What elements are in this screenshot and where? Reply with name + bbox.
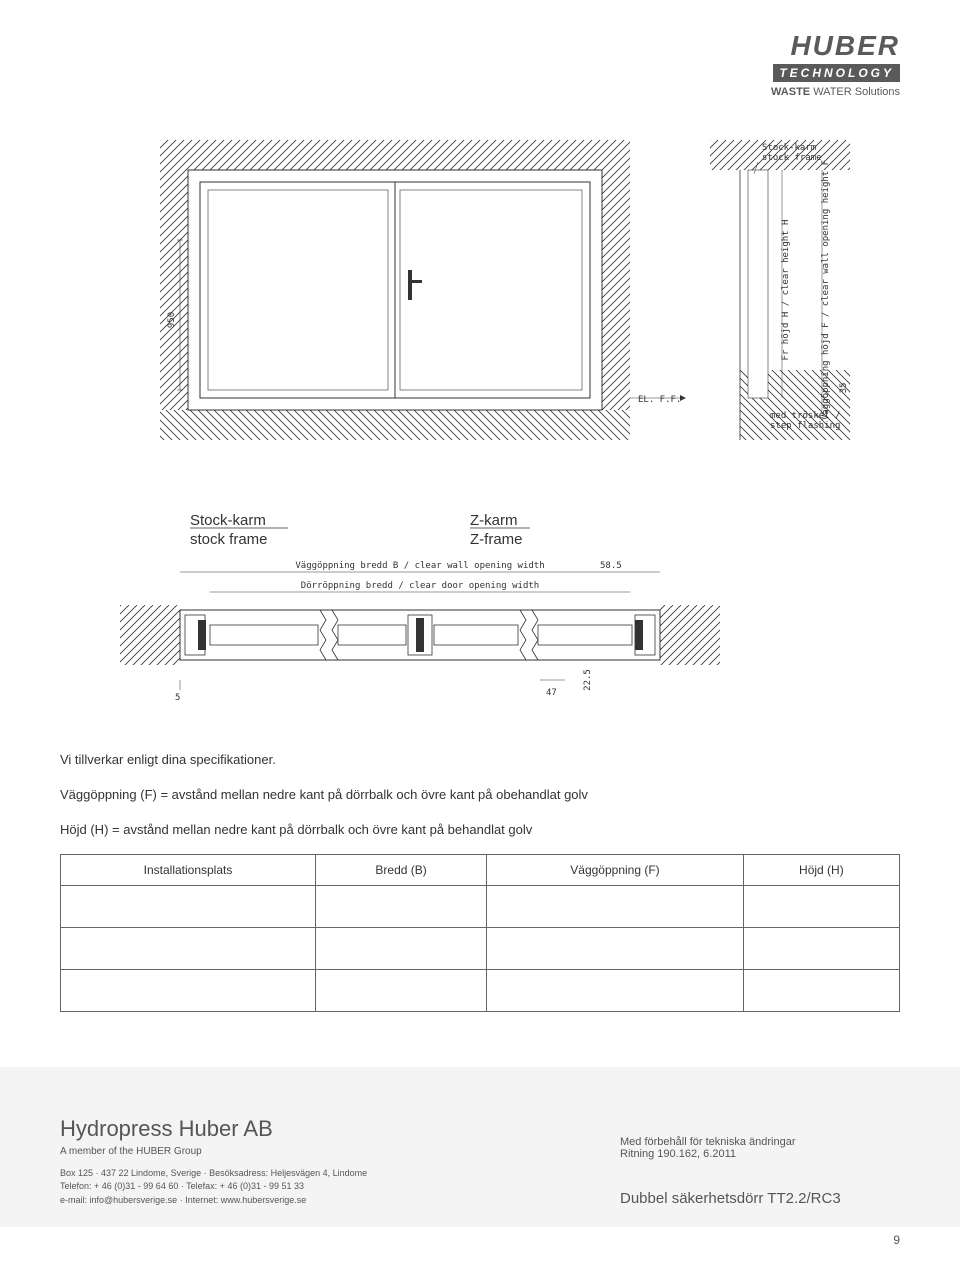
cell [316, 886, 487, 928]
tagline-bold: WASTE [771, 86, 810, 98]
footer-left: Hydropress Huber AB A member of the HUBE… [60, 1116, 620, 1208]
stock-frame-right: stock frame [762, 153, 822, 163]
ritning: Ritning 190.162, 6.2011 [620, 1148, 900, 1160]
dim-585: 58.5 [600, 561, 622, 571]
el-ff-label: EL. F.F. [638, 395, 681, 405]
cell [487, 928, 744, 970]
product-title: Dubbel säkerhetsdörr TT2.2/RC3 [620, 1190, 900, 1207]
table-row [61, 928, 900, 970]
vagg-bredd: Väggöppning bredd B / clear wall opening… [295, 561, 544, 571]
intro-line1: Vi tillverkar enligt dina specifikatione… [60, 750, 900, 771]
company-details: Box 125 · 437 22 Lindome, Sverige · Besö… [60, 1167, 620, 1208]
cell [743, 886, 899, 928]
cell [487, 970, 744, 1012]
cell [743, 928, 899, 970]
z-frame-heading: Z-frame [470, 531, 523, 548]
cell [61, 928, 316, 970]
cell [316, 928, 487, 970]
spec-table: Installationsplats Bredd (B) Väggöppning… [60, 854, 900, 1012]
med-troskel: med tröskel / [770, 411, 840, 421]
stock-karm-right: Stock-karm [762, 143, 816, 153]
intro-line3: Höjd (H) = avstånd mellan nedre kant på … [60, 820, 900, 841]
stock-frame-heading: stock frame [190, 531, 268, 548]
intro-line2: Väggöppning (F) = avstånd mellan nedre k… [60, 785, 900, 806]
dim-35: 35 [839, 383, 849, 394]
logo-brand: HUBER [771, 30, 900, 62]
addr3: e-mail: info@hubersverige.se · Internet:… [60, 1194, 620, 1208]
th-install: Installationsplats [61, 855, 316, 886]
dim-5: 5 [175, 693, 180, 703]
cell [61, 970, 316, 1012]
cell [743, 970, 899, 1012]
vagg-hojd: Väggöppning höjd F / clear wall opening … [821, 160, 831, 420]
cell [487, 886, 744, 928]
table-row [61, 886, 900, 928]
logo-technology: TECHNOLOGY [773, 64, 900, 82]
tagline-rest: WATER Solutions [810, 86, 900, 98]
footer: Hydropress Huber AB A member of the HUBE… [60, 1116, 900, 1208]
table-header-row: Installationsplats Bredd (B) Väggöppning… [61, 855, 900, 886]
dim-950: 950 [167, 312, 177, 328]
addr1: Box 125 · 437 22 Lindome, Sverige · Besö… [60, 1167, 620, 1181]
technical-drawing: 950 EL. F.F. Stock-karm stock frame Fr h… [120, 140, 880, 730]
step-flashing: step flashing [770, 421, 840, 431]
company-member: A member of the HUBER Group [60, 1146, 620, 1157]
company-name: Hydropress Huber AB [60, 1116, 620, 1142]
dim-225: 22.5 [583, 669, 593, 691]
logo-block: HUBER TECHNOLOGY WASTE WATER Solutions [771, 30, 900, 98]
footer-right: Med förbehåll för tekniska ändringar Rit… [620, 1136, 900, 1207]
reservation: Med förbehåll för tekniska ändringar [620, 1136, 900, 1148]
th-bredd: Bredd (B) [316, 855, 487, 886]
stock-karm-heading: Stock-karm [190, 512, 266, 529]
cell [61, 886, 316, 928]
dim-47: 47 [546, 688, 557, 698]
fri-hojd: Fr höjd H / clear height H [781, 220, 791, 361]
th-vagg: Väggöppning (F) [487, 855, 744, 886]
logo-tagline: WASTE WATER Solutions [771, 86, 900, 98]
th-hojd: Höjd (H) [743, 855, 899, 886]
dorr-bredd: Dörröppning bredd / clear door opening w… [301, 581, 539, 591]
cell [316, 970, 487, 1012]
content-block: Vi tillverkar enligt dina specifikatione… [60, 750, 900, 1012]
page-number: 9 [893, 1233, 900, 1247]
addr2: Telefon: + 46 (0)31 - 99 64 60 · Telefax… [60, 1180, 620, 1194]
z-karm-heading: Z-karm [470, 512, 518, 529]
table-row [61, 970, 900, 1012]
